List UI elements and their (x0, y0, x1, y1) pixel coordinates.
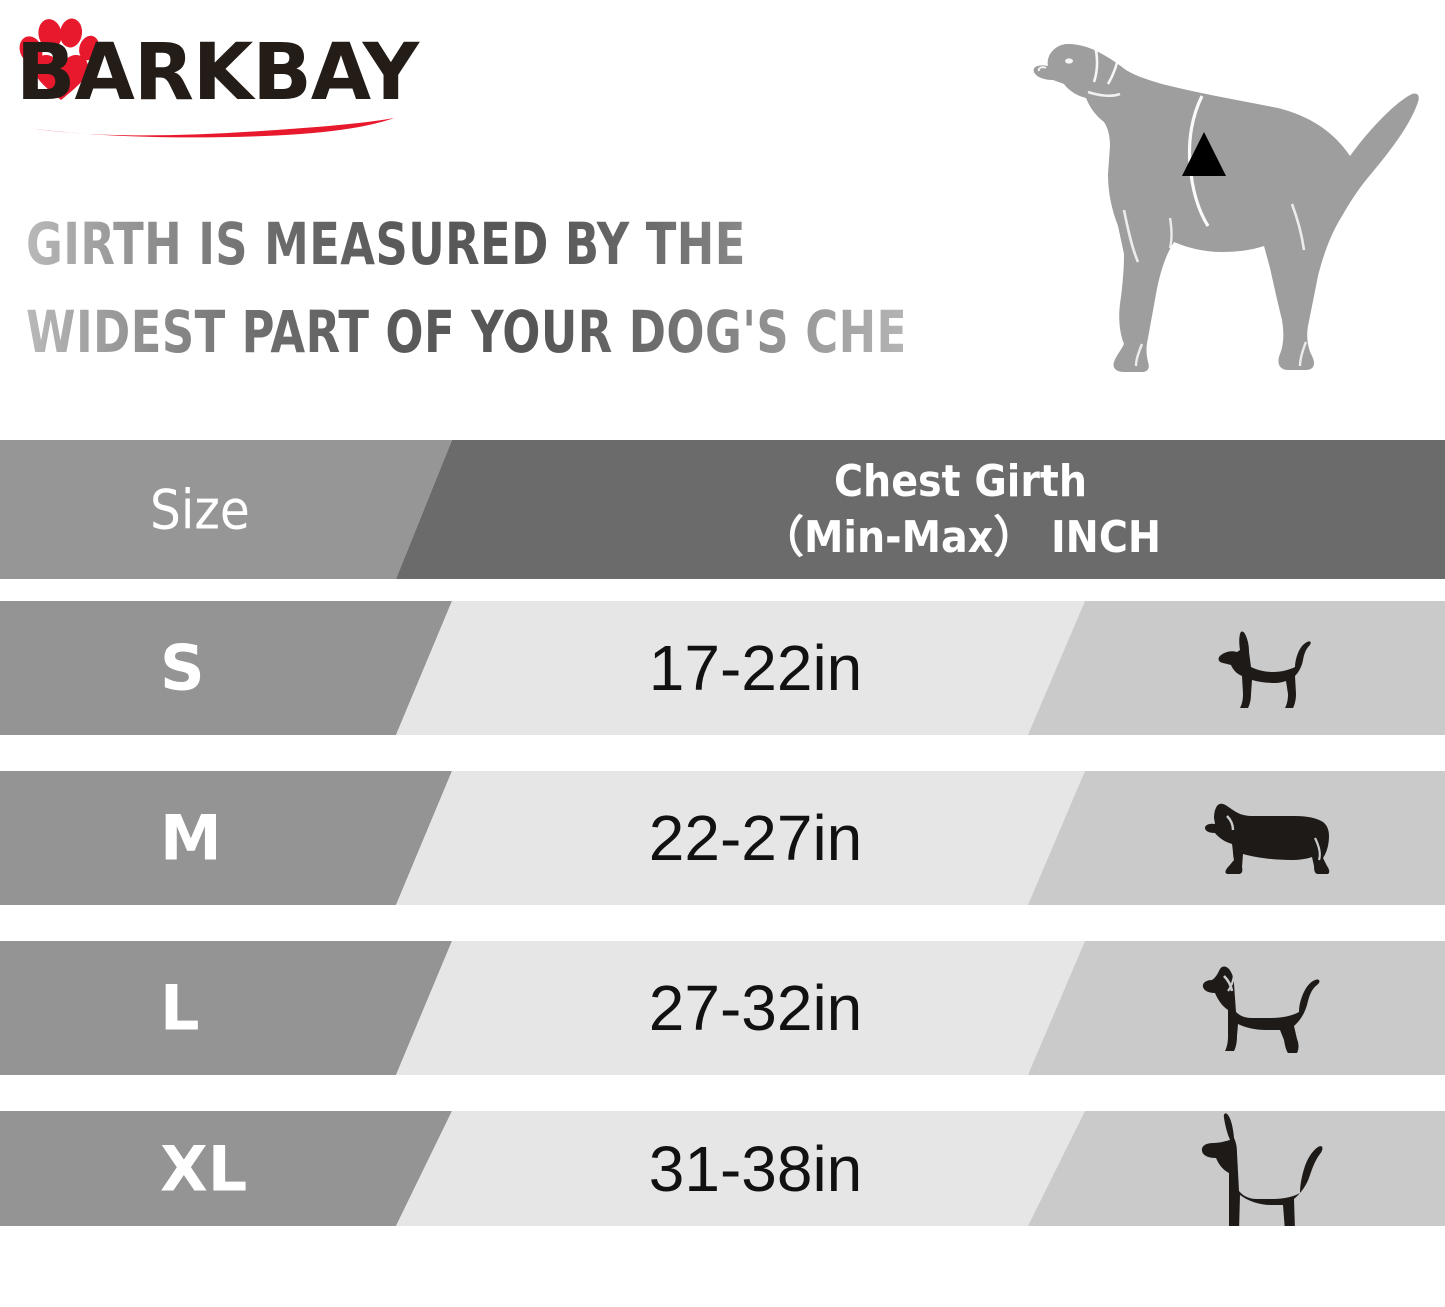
dog-chest-girth-diagram (1033, 41, 1419, 372)
size-label: L (160, 971, 200, 1045)
cell-chest-girth: 17-22in (396, 601, 1085, 735)
size-label: M (160, 801, 222, 875)
hero-dog-body (1033, 41, 1419, 372)
logo-swoosh-underline (28, 118, 394, 138)
cell-dog-illustration (1028, 771, 1445, 905)
cell-chest-girth: 27-32in (396, 941, 1085, 1075)
cell-dog-illustration (1028, 601, 1445, 735)
size-label: S (160, 631, 205, 705)
header-label-line-2: （Min-Max） INCH (759, 511, 1161, 563)
girth-value: 17-22in (648, 632, 863, 704)
table-row: L 27-32in (0, 941, 1445, 1075)
headline: GIRTH IS MEASURED BY THE WIDEST PART OF … (26, 200, 1046, 376)
table-row: M 22-27in (0, 771, 1445, 905)
girth-value: 31-38in (648, 1132, 863, 1205)
cell-size: L (0, 941, 452, 1075)
header-cell-size: Size (0, 440, 452, 579)
header-label-chest-girth: Chest Girth （Min-Max） INCH (396, 454, 1445, 566)
brand-wordmark: BARKBAY (16, 28, 419, 118)
girth-value: 22-27in (648, 802, 863, 874)
dachshund-silhouette-icon (1204, 803, 1329, 874)
size-chart-table: Size Chest Girth （Min-Max） INCH S 17-22i… (0, 440, 1445, 1226)
brand-logo: BARKBAY (8, 4, 428, 154)
cell-size: S (0, 601, 452, 735)
table-row: XL 31-38in (0, 1111, 1445, 1226)
headline-line-2: WIDEST PART OF YOUR DOG'S CHEST. (26, 288, 981, 376)
table-row: S 17-22in (0, 601, 1445, 735)
cell-dog-illustration (1028, 1111, 1445, 1226)
header-label-line-1: Chest Girth (833, 455, 1088, 507)
table-header-row: Size Chest Girth （Min-Max） INCH (0, 440, 1445, 579)
great-dane-silhouette-icon (1201, 1113, 1322, 1226)
cell-dog-illustration (1028, 941, 1445, 1075)
header-label-size: Size (150, 478, 250, 541)
cell-size: XL (0, 1111, 452, 1226)
header-cell-chest-girth: Chest Girth （Min-Max） INCH (396, 440, 1445, 579)
cell-size: M (0, 771, 452, 905)
chest-girth-arrow-icon (1182, 132, 1226, 176)
chihuahua-silhouette-icon (1218, 631, 1311, 708)
rottweiler-silhouette-icon (1202, 966, 1319, 1053)
paw-print-icon (19, 18, 99, 100)
girth-value: 27-32in (648, 972, 863, 1044)
headline-line-1: GIRTH IS MEASURED BY THE (26, 200, 903, 288)
size-label: XL (160, 1132, 248, 1205)
cell-chest-girth: 22-27in (396, 771, 1085, 905)
cell-chest-girth: 31-38in (396, 1111, 1085, 1226)
